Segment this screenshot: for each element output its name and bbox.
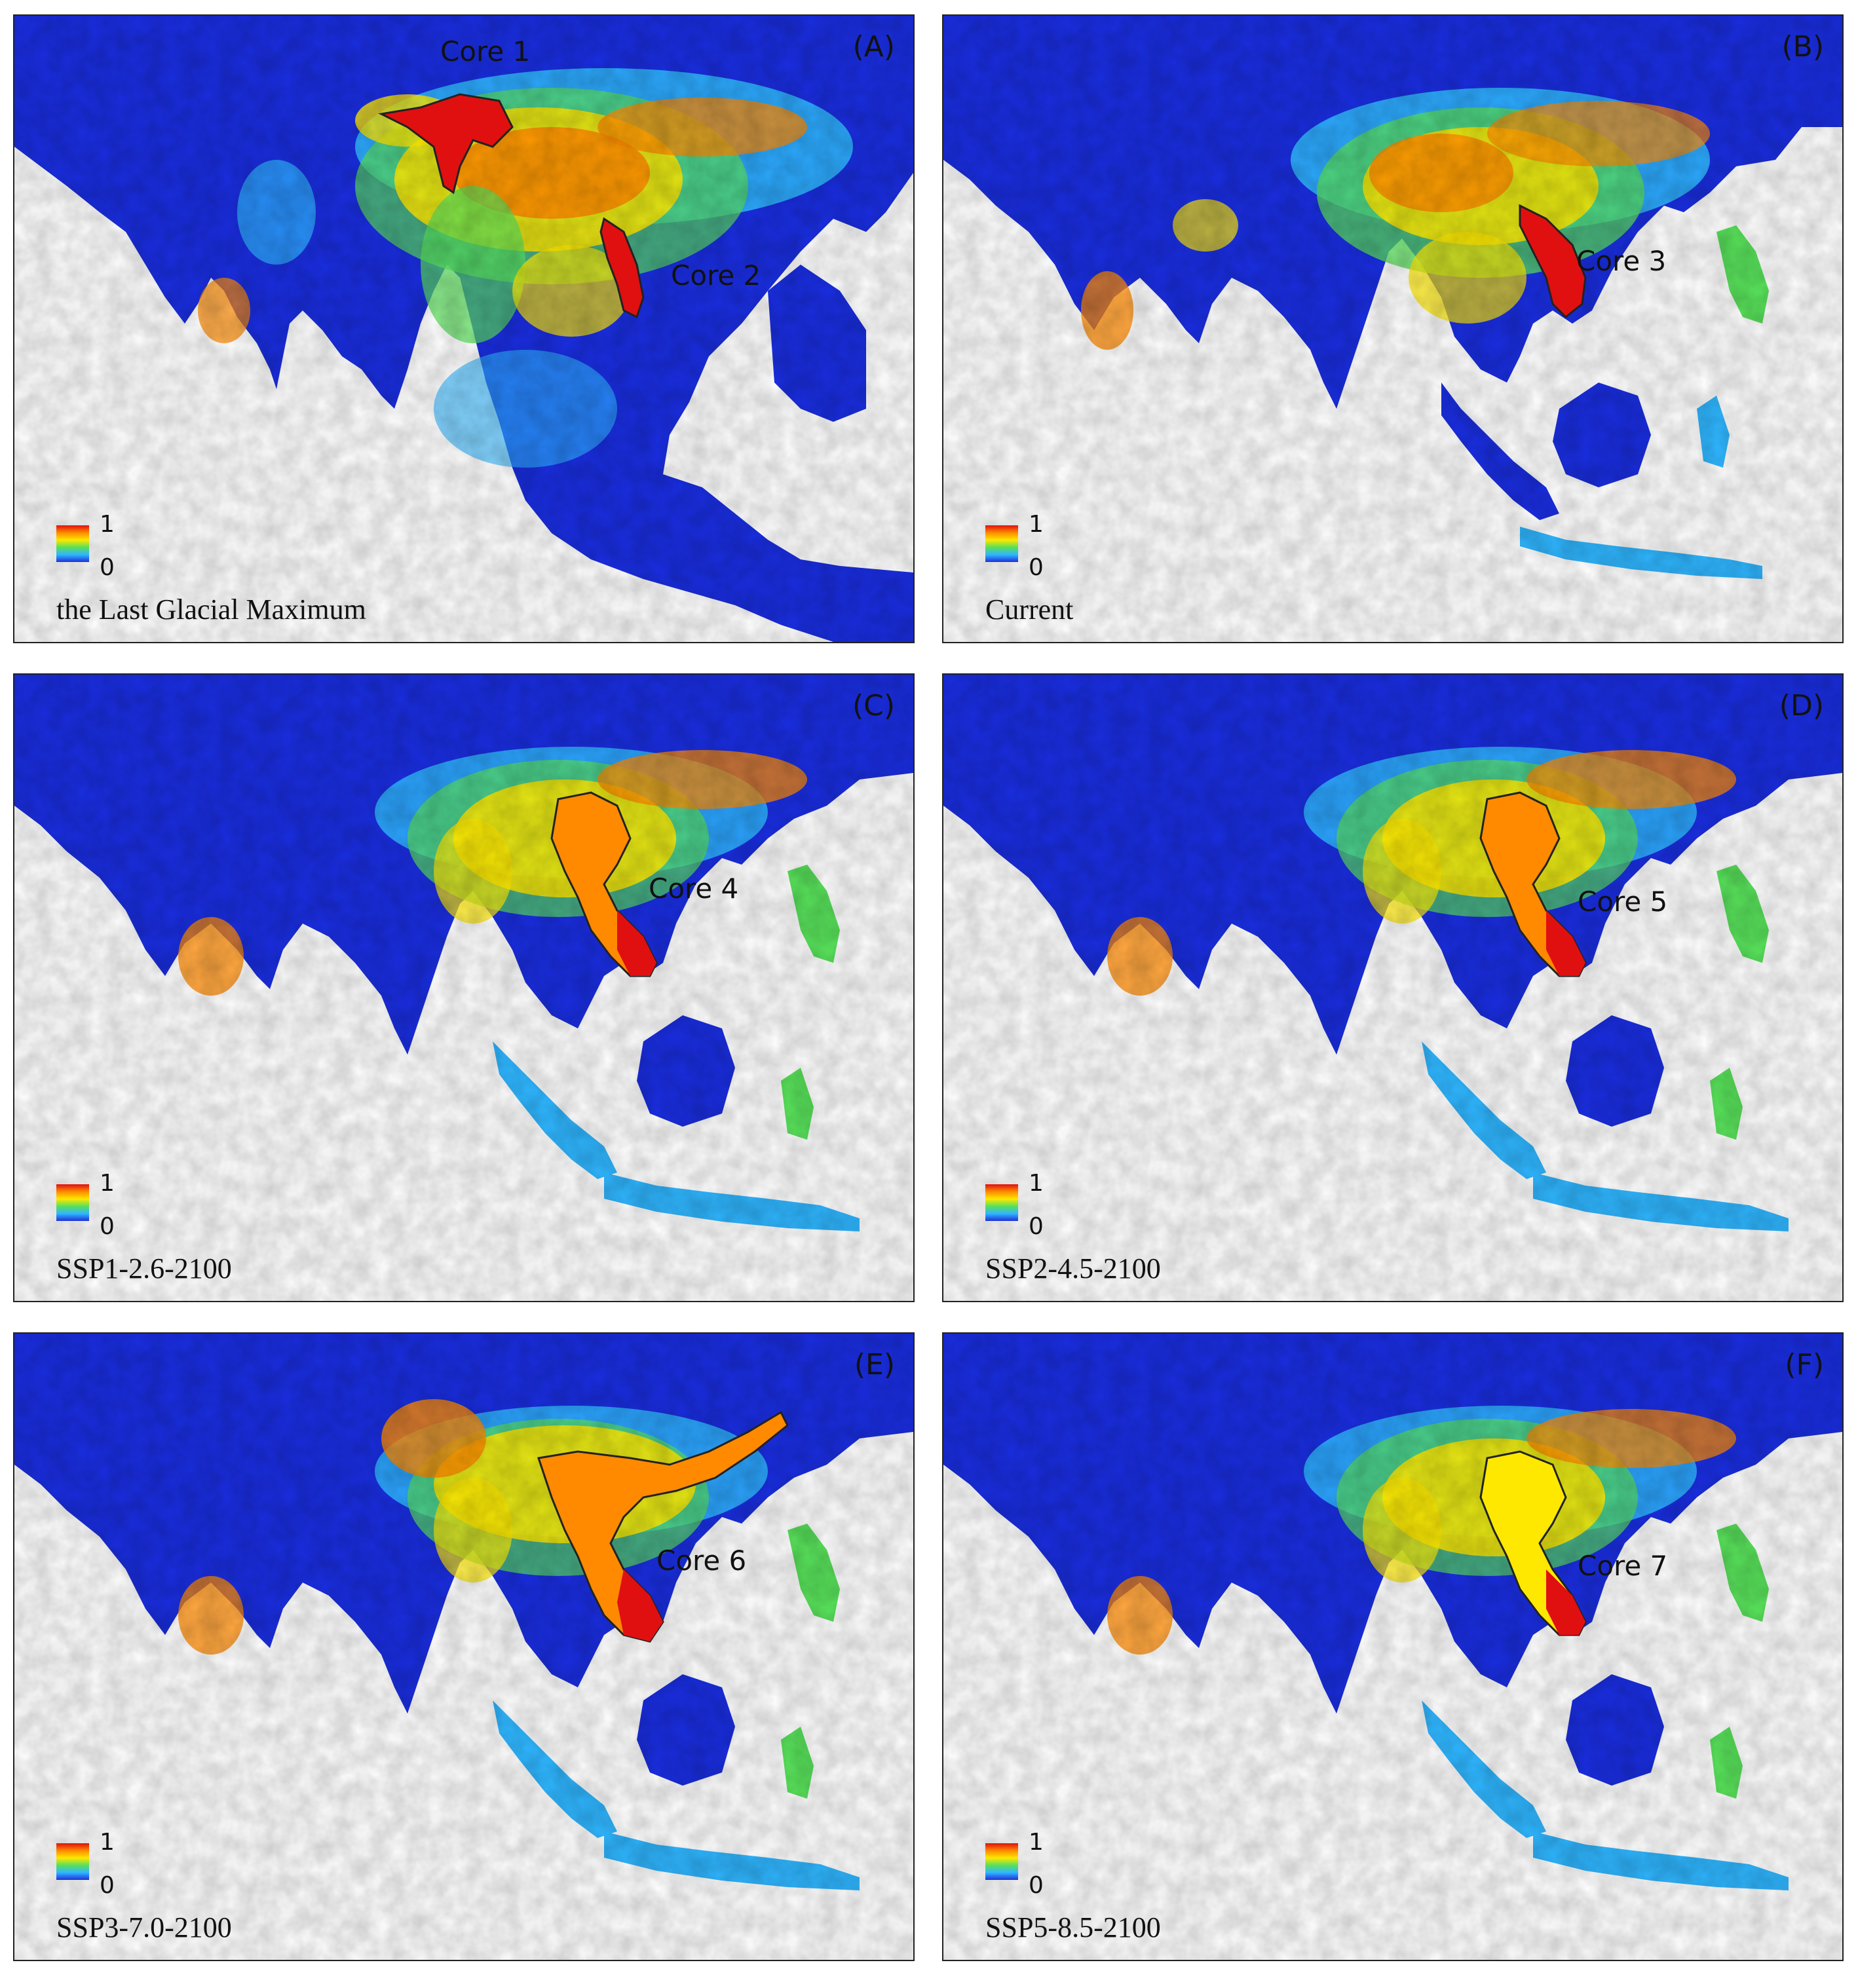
legend-colorbar — [985, 1843, 1018, 1880]
suitability-map-f — [943, 1334, 1842, 1960]
suitability-map-b — [943, 16, 1842, 642]
core-label: Core 3 — [1576, 245, 1667, 277]
map-panel-f: Core 7 (F) 1 0 SSP5-8.5-2100 — [942, 1332, 1844, 1961]
suitability-map-e — [14, 1334, 913, 1960]
legend-max-label: 1 — [1029, 1170, 1044, 1197]
suitability-map-d — [943, 675, 1842, 1301]
core-5-outline — [1546, 910, 1585, 976]
panel-letter: (D) — [1779, 689, 1824, 722]
legend-max-label: 1 — [1029, 1829, 1044, 1856]
map-panel-d: Core 5 (D) 1 0 SSP2-4.5-2100 — [942, 673, 1844, 1302]
scenario-label: SSP3-7.0-2100 — [56, 1911, 232, 1943]
core-6-outline — [537, 1410, 789, 1643]
map-panel-e: Core 6 (E) 1 0 SSP3-7.0-2100 — [13, 1332, 915, 1961]
suitability-map-c — [14, 675, 913, 1301]
panel-letter: (E) — [854, 1348, 895, 1381]
map-panel-a: Core 1 Core 2 (A) 1 0 the Last Glacial M… — [13, 14, 915, 643]
legend-min-label: 0 — [100, 1213, 115, 1240]
legend-max-label: 1 — [100, 1829, 115, 1856]
color-legend: 1 0 — [56, 1829, 148, 1899]
core-2-outline — [599, 217, 645, 319]
suitability-map-a — [14, 16, 913, 642]
core-label: Core 1 — [440, 35, 531, 67]
color-legend: 1 0 — [985, 1170, 1077, 1240]
core-label: Core 5 — [1578, 886, 1668, 918]
scenario-label: Current — [985, 593, 1074, 626]
core-7-outline — [1546, 1569, 1585, 1635]
legend-colorbar — [985, 525, 1018, 562]
legend-colorbar — [56, 1843, 89, 1880]
core-4-outline — [617, 910, 656, 976]
core-label: Core 4 — [649, 872, 739, 905]
scenario-label: SSP2-4.5-2100 — [985, 1252, 1161, 1285]
core-6-outline — [617, 1569, 663, 1641]
legend-min-label: 0 — [1029, 554, 1044, 581]
legend-max-label: 1 — [100, 511, 115, 538]
color-legend: 1 0 — [56, 1170, 148, 1240]
color-legend: 1 0 — [985, 511, 1077, 581]
core-3-outline — [1519, 204, 1587, 319]
legend-min-label: 0 — [100, 554, 115, 581]
legend-min-label: 0 — [100, 1872, 115, 1899]
color-legend: 1 0 — [985, 1829, 1077, 1899]
panel-letter: (B) — [1781, 30, 1824, 64]
core-label: Core 6 — [656, 1545, 747, 1577]
legend-max-label: 1 — [1029, 511, 1044, 538]
map-panel-c: Core 4 (C) 1 0 SSP1-2.6-2100 — [13, 673, 915, 1302]
core-label: Core 2 — [671, 259, 761, 291]
core-1-outline — [378, 93, 514, 195]
legend-colorbar — [56, 1184, 89, 1221]
panel-letter: (A) — [852, 30, 895, 64]
panel-letter: (F) — [1785, 1348, 1824, 1381]
legend-max-label: 1 — [100, 1170, 115, 1197]
panel-letter: (C) — [852, 689, 895, 722]
legend-colorbar — [985, 1184, 1018, 1221]
color-legend: 1 0 — [56, 511, 148, 581]
legend-min-label: 0 — [1029, 1872, 1044, 1899]
scenario-label: SSP1-2.6-2100 — [56, 1252, 232, 1285]
legend-min-label: 0 — [1029, 1213, 1044, 1240]
scenario-label: SSP5-8.5-2100 — [985, 1911, 1161, 1943]
legend-colorbar — [56, 525, 89, 562]
scenario-label: the Last Glacial Maximum — [56, 593, 366, 626]
map-panel-b: Core 3 (B) 1 0 Current — [942, 14, 1844, 643]
core-label: Core 7 — [1578, 1550, 1668, 1582]
